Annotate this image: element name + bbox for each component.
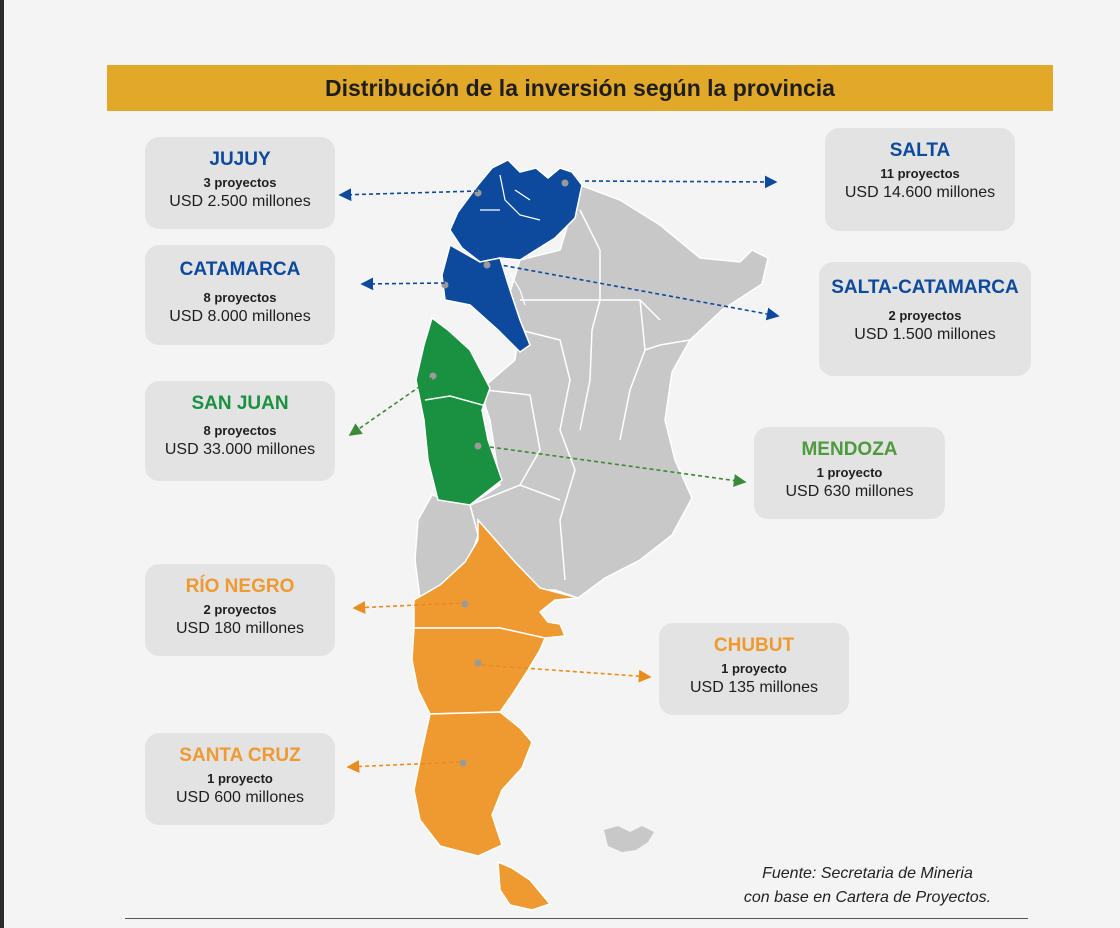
bottom-divider: [125, 918, 1028, 919]
left-edge-bar: [0, 0, 4, 928]
blue-internal-borders: [480, 174, 541, 306]
card-rio-negro: RÍO NEGRO 2 proyectos USD 180 millones: [145, 564, 335, 656]
card-investment: USD 1.500 millones: [854, 326, 996, 343]
arrow-santa-cruz: [346, 760, 461, 773]
marker-salta-catamarca: [483, 261, 491, 269]
region-tierra-del-fuego: [497, 860, 552, 911]
card-project-count: 1 proyecto: [721, 661, 787, 676]
marker-rio-negro: [461, 600, 469, 608]
map-title: Distribución de la inversión según la pr…: [325, 75, 835, 101]
arrow-san-juan: [348, 377, 433, 436]
source-line-2: con base en Cartera de Proyectos.: [743, 889, 992, 906]
card-investment: USD 8.000 millones: [169, 308, 311, 325]
card-mendoza: MENDOZA 1 proyecto USD 630 millones: [754, 427, 945, 519]
card-investment: USD 33.000 millones: [164, 441, 316, 458]
card-chubut: CHUBUT 1 proyecto USD 135 millones: [659, 623, 849, 715]
card-province-name: SAN JUAN: [191, 393, 289, 414]
marker-santa-cruz: [459, 759, 467, 767]
region-chubut: [411, 627, 547, 715]
card-investment: USD 2.500 millones: [169, 193, 311, 210]
source-note: Fuente: Secretaria de Mineria con base e…: [700, 862, 1035, 910]
card-province-name: SANTA CRUZ: [179, 745, 301, 766]
province-borders: [469, 209, 691, 581]
card-province-name: CATAMARCA: [179, 259, 301, 280]
card-province-name: SALTA: [889, 140, 951, 161]
card-investment: USD 135 millones: [689, 679, 819, 696]
region-rio-negro: [413, 518, 579, 639]
card-investment: USD 180 millones: [175, 620, 305, 637]
card-project-count: 11 proyectos: [880, 166, 960, 181]
leader-arrows: [338, 175, 780, 773]
card-province-name: JUJUY: [209, 149, 271, 170]
card-project-count: 1 proyecto: [816, 465, 883, 480]
card-province-name: RÍO NEGRO: [185, 576, 295, 597]
card-jujuy: JUJUY 3 proyectos USD 2.500 millones: [145, 137, 335, 229]
region-catamarca: [441, 243, 531, 353]
card-province-name: SALTA-CATAMARCA: [831, 277, 1019, 298]
border-san-juan-mendoza: [424, 395, 487, 407]
title-banner: Distribución de la inversión según la pr…: [107, 65, 1053, 111]
region-santa-cruz: [413, 711, 533, 857]
card-investment: USD 630 millones: [785, 483, 914, 500]
card-catamarca: CATAMARCA 8 proyectos USD 8.000 millones: [145, 245, 335, 345]
arrow-rio-negro: [352, 601, 461, 614]
card-investment: USD 600 millones: [175, 789, 305, 806]
arrow-chubut: [481, 664, 652, 683]
arrow-jujuy: [338, 188, 479, 202]
arrow-catamarca: [360, 277, 446, 291]
card-salta-catamarca: SALTA-CATAMARCA 2 proyectos USD 1.500 mi…: [819, 262, 1031, 376]
card-province-name: CHUBUT: [713, 635, 795, 656]
card-project-count: 1 proyecto: [207, 771, 273, 786]
card-province-name: MENDOZA: [801, 439, 898, 460]
card-project-count: 3 proyectos: [203, 175, 277, 190]
source-line-1: Fuente: Secretaria de Mineria: [762, 865, 973, 882]
card-san-juan: SAN JUAN 8 proyectos USD 33.000 millones: [145, 381, 335, 481]
card-project-count: 8 proyectos: [203, 423, 277, 438]
card-salta: SALTA 11 proyectos USD 14.600 millones: [825, 128, 1015, 231]
arrow-salta: [584, 175, 778, 189]
marker-chubut: [474, 659, 482, 667]
marker-salta: [561, 179, 569, 187]
card-project-count: 2 proyectos: [888, 308, 962, 323]
card-project-count: 8 proyectos: [203, 290, 277, 305]
card-santa-cruz: SANTA CRUZ 1 proyecto USD 600 millones: [145, 733, 335, 825]
malvinas-islands: [604, 826, 654, 852]
card-investment: USD 14.600 millones: [844, 184, 996, 201]
card-project-count: 2 proyectos: [203, 602, 277, 617]
marker-mendoza: [474, 442, 482, 450]
arrow-mendoza: [489, 446, 747, 487]
region-san-juan-mendoza: [415, 316, 503, 506]
